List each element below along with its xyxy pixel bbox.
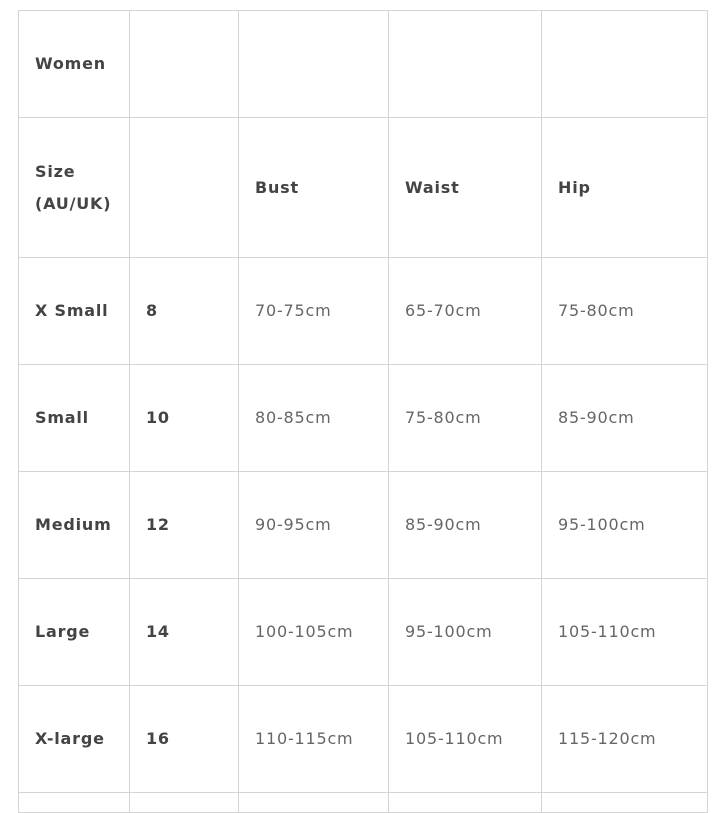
waist-value: 85-90cm	[388, 471, 542, 579]
table-row: Medium 12 90-95cm 85-90cm 95-100cm	[18, 471, 708, 579]
hip-value: 105-110cm	[541, 578, 708, 686]
au-size: 14	[129, 578, 239, 686]
bust-value: 80-85cm	[238, 364, 389, 472]
au-size: 12	[129, 471, 239, 579]
hip-value: 115-120cm	[541, 685, 708, 793]
header-size: Size (AU/UK)	[18, 117, 130, 258]
table-row: Small 10 80-85cm 75-80cm 85-90cm	[18, 364, 708, 472]
bust-value: 70-75cm	[238, 257, 389, 365]
size-name: X Small	[18, 257, 130, 365]
header-waist: Waist	[388, 117, 542, 258]
au-size: 10	[129, 364, 239, 472]
hip-value: 95-100cm	[541, 471, 708, 579]
waist-value: 95-100cm	[388, 578, 542, 686]
au-size: 16	[129, 685, 239, 793]
size-name: Medium	[18, 471, 130, 579]
size-name: Small	[18, 364, 130, 472]
waist-value: 105-110cm	[388, 685, 542, 793]
bust-value: 110-115cm	[238, 685, 389, 793]
size-chart-table: Women Size (AU/UK) Bust Waist Hip X Smal…	[18, 10, 708, 813]
au-size: 8	[129, 257, 239, 365]
bust-value: 100-105cm	[238, 578, 389, 686]
table-row: X-large 16 110-115cm 105-110cm 115-120cm	[18, 685, 708, 793]
waist-value: 65-70cm	[388, 257, 542, 365]
bust-value: 90-95cm	[238, 471, 389, 579]
size-name: Large	[18, 578, 130, 686]
size-name: X-large	[18, 685, 130, 793]
table-row: Large 14 100-105cm 95-100cm 105-110cm	[18, 578, 708, 686]
header-hip: Hip	[541, 117, 708, 258]
hip-value: 75-80cm	[541, 257, 708, 365]
title-row: Women	[18, 10, 708, 118]
waist-value: 75-80cm	[388, 364, 542, 472]
table-row-partial	[18, 792, 708, 813]
hip-value: 85-90cm	[541, 364, 708, 472]
table-title: Women	[18, 10, 130, 118]
header-bust: Bust	[238, 117, 389, 258]
header-row: Size (AU/UK) Bust Waist Hip	[18, 117, 708, 258]
table-row: X Small 8 70-75cm 65-70cm 75-80cm	[18, 257, 708, 365]
